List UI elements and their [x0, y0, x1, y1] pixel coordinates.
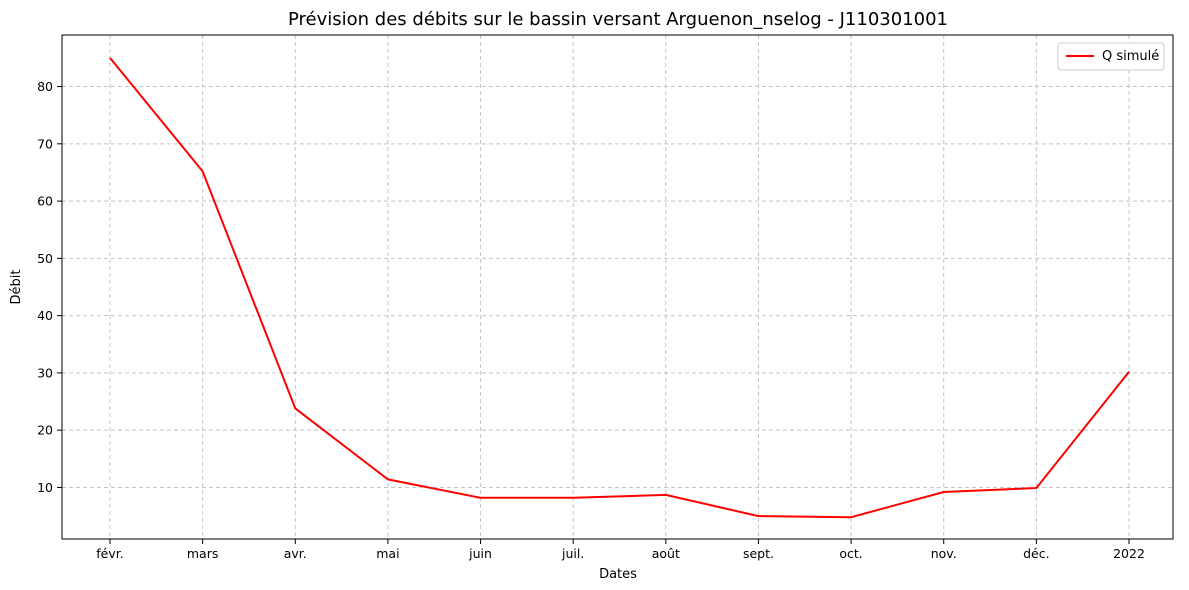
x-tick-label: oct.: [839, 546, 862, 561]
x-tick-label: déc.: [1023, 546, 1049, 561]
legend: Q simulé: [1057, 42, 1165, 71]
x-tick-label: juil.: [561, 546, 584, 561]
plot-area: [61, 34, 1174, 540]
y-tick-label: 70: [37, 136, 53, 151]
x-tick-label: juin: [468, 546, 492, 561]
y-axis-label: Débit: [9, 270, 24, 305]
y-tick-label: 80: [37, 79, 53, 94]
ticks: 10 20 30 40 50 60 70 80 févr. mars avr. mai juin juil…: [37, 79, 1145, 561]
y-tick-label: 20: [37, 423, 53, 438]
y-tick-label: 10: [37, 480, 53, 495]
legend-box: [1057, 42, 1165, 71]
y-tick-label: 50: [37, 251, 53, 266]
x-axis-label: Dates: [599, 567, 637, 582]
series-line: [109, 57, 1130, 519]
x-tick-label: nov.: [931, 546, 957, 561]
y-tick-label: 30: [37, 365, 53, 380]
y-tick-label: 40: [37, 308, 53, 323]
x-tick-label: mai: [376, 546, 399, 561]
x-tick-label: févr.: [96, 546, 123, 561]
x-tick-label: avr.: [284, 546, 307, 561]
legend-label: Q simulé: [1102, 49, 1159, 64]
chart-title: Prévision des débits sur le bassin versa…: [288, 9, 948, 30]
x-tick-label: mars: [187, 546, 219, 561]
y-tick-label: 60: [37, 194, 53, 209]
x-tick-label: sept.: [743, 546, 774, 561]
x-tick-label: août: [652, 546, 680, 561]
plot-lines: [109, 57, 1130, 519]
x-tick-label: 2022: [1113, 546, 1145, 561]
grid: [62, 35, 1173, 539]
